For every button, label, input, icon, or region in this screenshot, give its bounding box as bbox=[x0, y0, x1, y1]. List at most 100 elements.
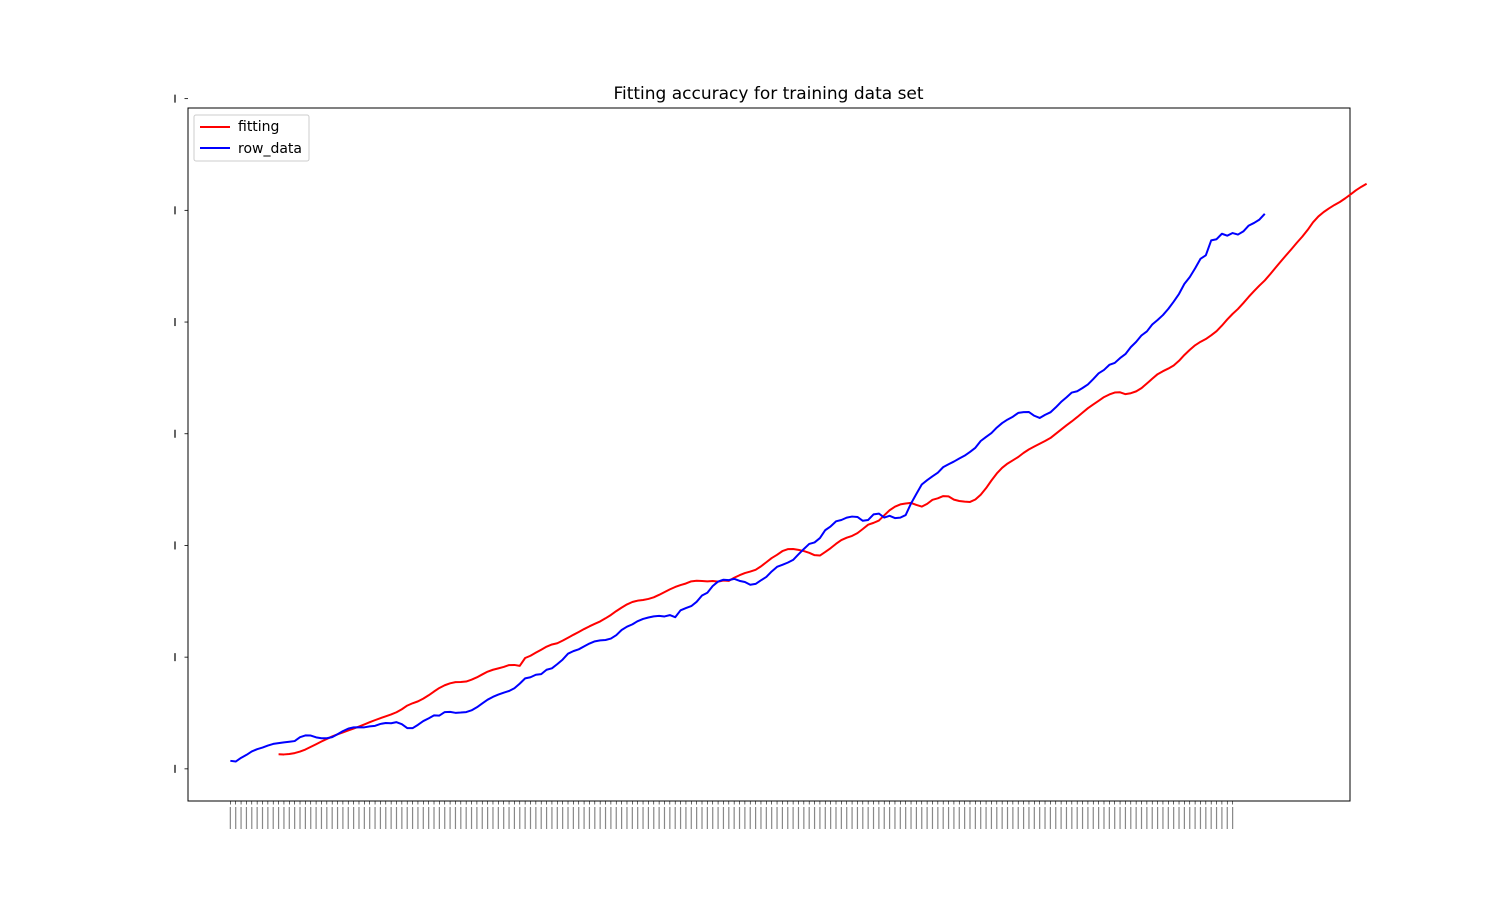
x-tick-label-mark bbox=[996, 807, 998, 829]
y-tick-label-mark bbox=[174, 429, 176, 438]
x-tick-label-mark bbox=[717, 807, 719, 829]
x-tick-label-mark bbox=[1162, 807, 1164, 829]
x-tick-label-mark bbox=[406, 807, 408, 829]
x-tick-label-mark bbox=[696, 807, 698, 829]
x-tick-label-mark bbox=[685, 807, 687, 829]
x-tick-label-mark bbox=[942, 807, 944, 829]
x-tick-label-mark bbox=[545, 807, 548, 829]
x-tick-label-mark bbox=[513, 807, 516, 829]
x-tick-label-mark bbox=[390, 807, 392, 829]
x-tick-label-mark bbox=[1028, 807, 1030, 829]
x-tick-label-mark bbox=[1140, 807, 1143, 829]
x-tick-label-mark bbox=[304, 807, 306, 829]
x-tick-label-mark bbox=[1189, 807, 1191, 829]
x-tick-label-mark bbox=[899, 807, 901, 829]
x-tick-label-mark bbox=[336, 807, 339, 829]
x-tick-label-mark bbox=[1098, 807, 1100, 829]
x-tick-label-mark bbox=[1210, 807, 1212, 829]
x-tick-label-mark bbox=[503, 807, 505, 829]
x-tick-label-mark bbox=[385, 807, 387, 829]
x-tick-label-mark bbox=[990, 807, 993, 829]
x-tick-label-mark bbox=[1076, 807, 1078, 829]
y-tick-label-mark bbox=[174, 318, 176, 327]
x-tick-label-mark bbox=[1017, 807, 1019, 829]
x-tick-label-mark bbox=[1114, 807, 1116, 829]
x-tick-label-mark bbox=[1071, 807, 1073, 829]
x-tick-label-mark bbox=[320, 807, 323, 829]
x-tick-label-mark bbox=[722, 807, 725, 829]
x-tick-label-mark bbox=[808, 807, 810, 829]
x-tick-label-mark bbox=[883, 807, 885, 829]
x-tick-label-mark bbox=[1146, 807, 1148, 829]
x-tick-label-mark bbox=[1087, 807, 1089, 829]
legend-label-fitting: fitting bbox=[238, 119, 279, 135]
x-tick-label-mark bbox=[615, 807, 617, 829]
chart-title: Fitting accuracy for training data set bbox=[613, 84, 923, 104]
x-ticks bbox=[229, 801, 1234, 829]
x-tick-label-mark bbox=[454, 807, 457, 829]
x-tick-label-mark bbox=[905, 807, 907, 829]
x-tick-label-mark bbox=[1167, 807, 1169, 829]
x-tick-label-mark bbox=[755, 807, 757, 829]
x-tick-label-mark bbox=[781, 807, 783, 829]
x-tick-label-mark bbox=[937, 807, 939, 829]
x-tick-label-mark bbox=[288, 807, 290, 829]
x-tick-label-mark bbox=[299, 807, 301, 829]
x-tick-label-mark bbox=[369, 807, 371, 829]
legend: fitting row_data bbox=[193, 114, 310, 162]
x-tick-label-mark bbox=[738, 807, 741, 829]
x-tick-label-mark bbox=[583, 807, 585, 829]
x-tick-label-mark bbox=[562, 807, 564, 829]
x-tick-label-mark bbox=[712, 807, 714, 829]
x-tick-label-mark bbox=[888, 807, 891, 829]
x-tick-label-mark bbox=[878, 807, 880, 829]
x-tick-label-mark bbox=[653, 807, 655, 829]
x-tick-label-mark bbox=[953, 807, 955, 829]
x-tick-label-mark bbox=[363, 807, 365, 829]
x-tick-label-mark bbox=[326, 807, 328, 829]
x-tick-label-mark bbox=[497, 807, 499, 829]
x-tick-label-mark bbox=[588, 807, 591, 829]
x-tick-label-mark bbox=[353, 807, 355, 829]
x-tick-label-mark bbox=[379, 807, 382, 829]
x-tick-label-mark bbox=[626, 807, 628, 829]
x-tick-label-mark bbox=[958, 807, 960, 829]
x-tick-label-mark bbox=[374, 807, 376, 829]
x-tick-label-mark bbox=[835, 807, 837, 829]
x-tick-label-mark bbox=[733, 807, 735, 829]
x-tick-label-mark bbox=[642, 807, 644, 829]
x-tick-label-mark bbox=[1194, 807, 1196, 829]
x-tick-label-mark bbox=[728, 807, 730, 829]
x-tick-label-mark bbox=[1205, 807, 1207, 829]
x-tick-label-mark bbox=[1226, 807, 1228, 829]
x-tick-label-mark bbox=[744, 807, 746, 829]
x-tick-label-mark bbox=[422, 807, 424, 829]
x-tick-label-mark bbox=[674, 807, 676, 829]
x-tick-label-mark bbox=[395, 807, 398, 829]
x-tick-label-mark bbox=[921, 807, 923, 829]
x-tick-label-mark bbox=[663, 807, 666, 829]
y-ticks bbox=[174, 94, 188, 773]
x-tick-label-mark bbox=[637, 807, 639, 829]
x-tick-label-mark bbox=[449, 807, 451, 829]
x-tick-label-mark bbox=[1232, 807, 1234, 829]
x-tick-label-mark bbox=[931, 807, 934, 829]
x-tick-label-mark bbox=[1092, 807, 1094, 829]
x-tick-label-mark bbox=[787, 807, 789, 829]
x-tick-label-mark bbox=[1055, 807, 1057, 829]
x-tick-label-mark bbox=[1103, 807, 1105, 829]
x-tick-label-mark bbox=[508, 807, 510, 829]
x-tick-label-mark bbox=[765, 807, 767, 829]
x-tick-label-mark bbox=[706, 807, 708, 829]
x-tick-label-mark bbox=[819, 807, 821, 829]
x-tick-label-mark bbox=[310, 807, 312, 829]
x-tick-label-mark bbox=[519, 807, 521, 829]
x-tick-label-mark bbox=[529, 807, 532, 829]
x-tick-label-mark bbox=[862, 807, 864, 829]
x-tick-label-mark bbox=[631, 807, 633, 829]
x-tick-label-mark bbox=[910, 807, 912, 829]
x-tick-label-mark bbox=[840, 807, 842, 829]
x-tick-label-mark bbox=[438, 807, 440, 829]
x-tick-label-mark bbox=[444, 807, 446, 829]
